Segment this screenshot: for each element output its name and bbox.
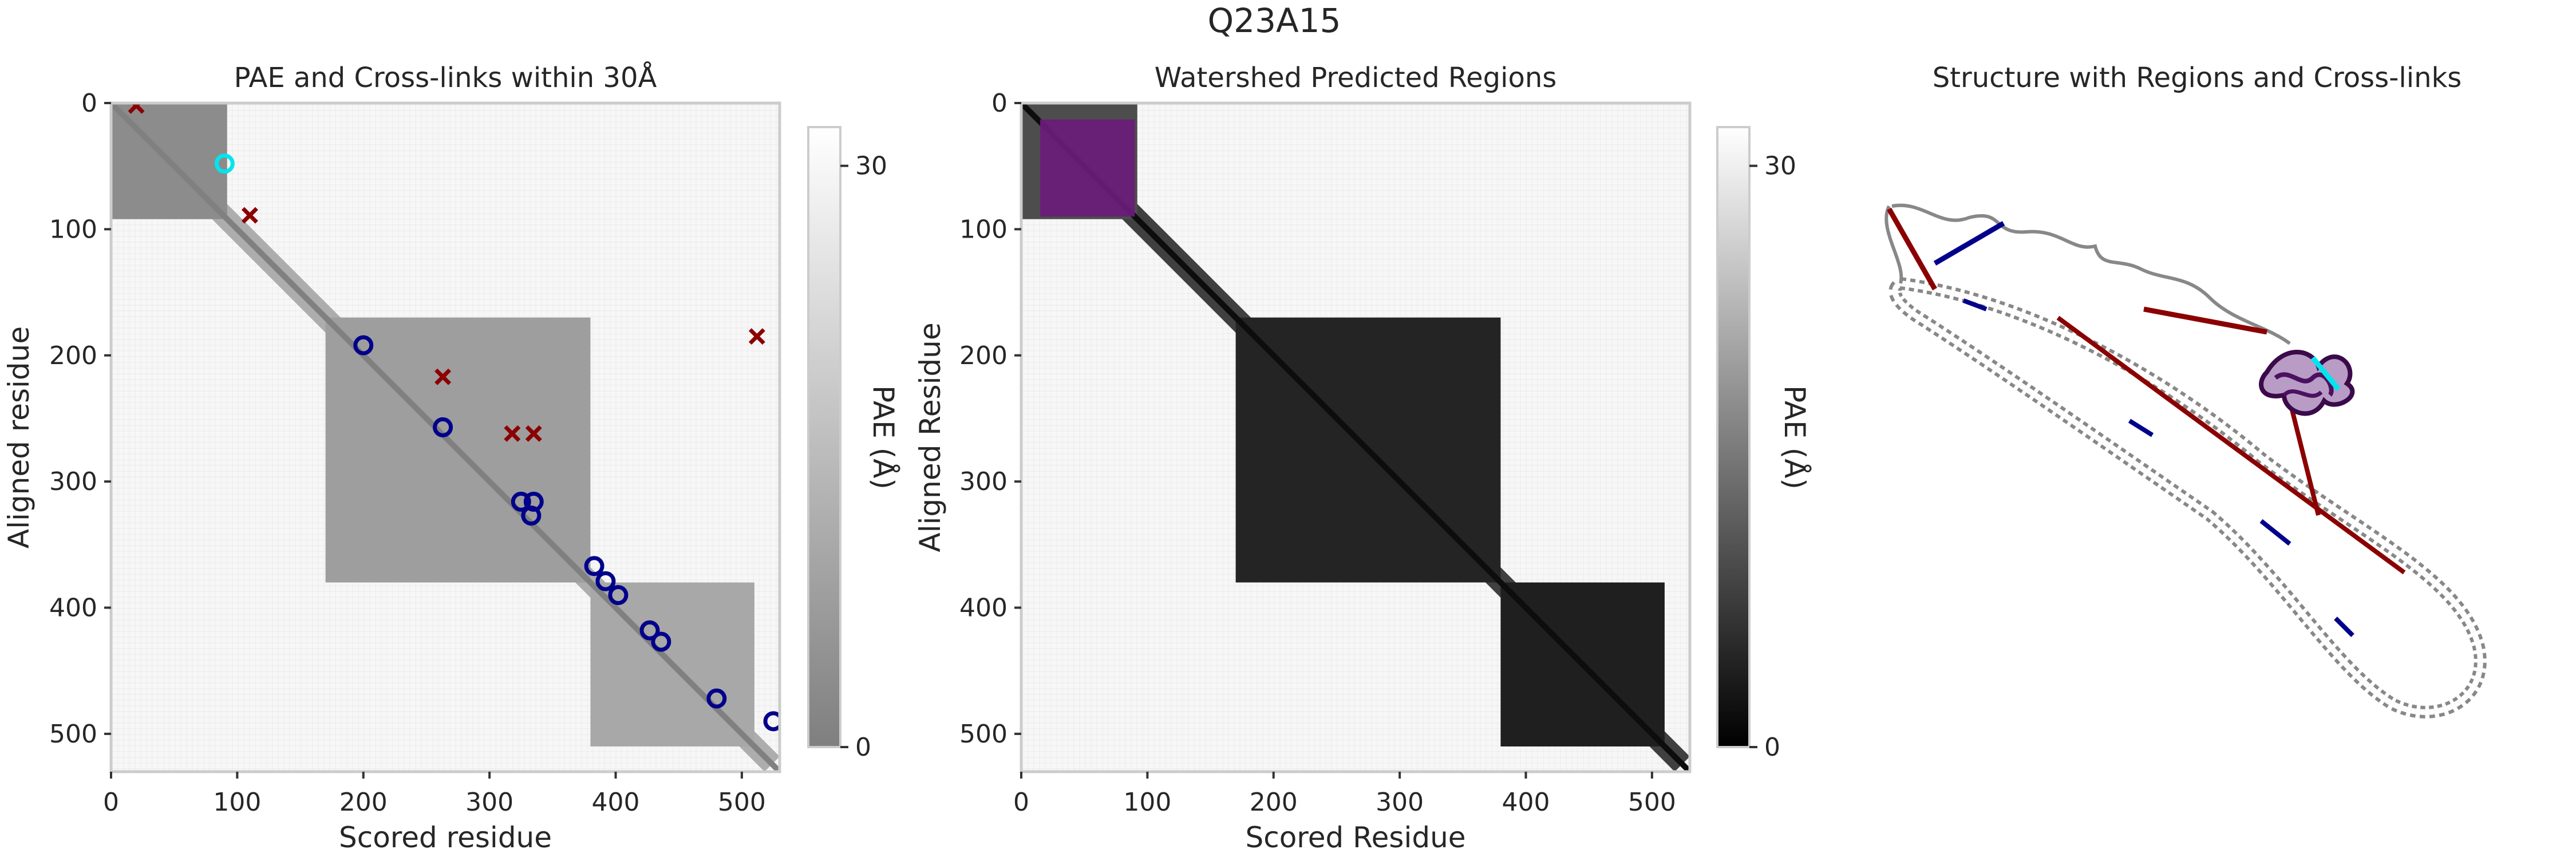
crosslink-highlight (2310, 356, 2341, 391)
pae-colorbar-label: PAE (Å) (867, 385, 900, 489)
crosslink-within-30a (2259, 519, 2291, 546)
heatmap-diagonal (111, 103, 780, 772)
pae-x-ticks: 0 100 200 300 400 500 (103, 772, 766, 817)
pae-crosslink-panel: PAE and Cross-links within 30Å 0 100 200 30… (2, 61, 900, 854)
crosslink-within-marker (584, 556, 605, 576)
y-tick-label: 100 (49, 215, 97, 244)
helix-highlight (1892, 280, 2483, 715)
y-tick-label: 100 (959, 215, 1008, 244)
y-tick-label: 400 (49, 594, 97, 623)
watershed-heatmap (1021, 103, 1690, 772)
watershed-colorbar-gradient (1716, 126, 1751, 748)
colorbar-tick-label: 30 (1764, 152, 1796, 181)
crosslink-within-marker (639, 620, 660, 641)
y-tick-label: 500 (959, 720, 1008, 749)
crosslink-beyond-marker (128, 103, 145, 114)
figure-title: Q23A15 (1208, 1, 1341, 40)
crosslink-within-marker (353, 335, 374, 356)
pae-panel-title: PAE and Cross-links within 30Å (234, 61, 657, 94)
y-tick-label: 200 (959, 341, 1008, 370)
flexible-loop (1891, 203, 2291, 345)
y-tick-label: 300 (49, 467, 97, 496)
y-tick-label: 500 (49, 720, 97, 749)
structure-panel: Structure with Regions and Cross-links (1884, 62, 2487, 718)
crosslink-within-30a (2128, 418, 2154, 437)
x-tick-label: 0 (1013, 788, 1029, 817)
crosslink-within-marker (433, 417, 453, 437)
crosslink-markers (128, 103, 780, 732)
crosslink-within-marker (651, 631, 671, 652)
pae-y-ticks: 0 100 200 300 400 500 (49, 89, 111, 749)
watershed-y-ticks: 0 100 200 300 400 500 (959, 89, 1021, 749)
watershed-colorbar-label: PAE (Å) (1778, 385, 1811, 489)
n-terminal-loop (1884, 205, 1903, 284)
watershed-panel-title: Watershed Predicted Regions (1155, 62, 1557, 94)
x-tick-label: 200 (1250, 788, 1298, 817)
x-tick-label: 500 (718, 788, 766, 817)
y-tick-label: 0 (81, 89, 97, 118)
colorbar-tick-label: 30 (855, 152, 887, 181)
y-tick-label: 200 (49, 341, 97, 370)
crosslink-beyond-marker (525, 425, 542, 442)
pae-heatmap (111, 103, 780, 772)
pae-colorbar: 0 30 PAE (Å) (807, 126, 900, 762)
crosslink-beyond-30a (2056, 315, 2406, 575)
pae-plot-frame (109, 101, 781, 773)
structure-panel-title: Structure with Regions and Cross-links (1933, 62, 2462, 94)
crosslink-beyond-30a (2143, 306, 2267, 335)
pae-colorbar-gradient (807, 126, 841, 748)
pae-colorbar-ticks: 0 30 (840, 152, 887, 762)
crosslink-within-marker (511, 491, 531, 512)
crosslink-within-30a (2334, 617, 2354, 637)
crosslink-beyond-marker (241, 207, 258, 224)
crosslink-beyond-30a (1887, 207, 1937, 291)
predicted-region-domain (2259, 350, 2355, 416)
x-tick-label: 100 (1123, 788, 1171, 817)
y-tick-label: 0 (991, 89, 1008, 118)
crosslink-within-30a (1933, 221, 2005, 266)
colorbar-tick-label: 0 (1764, 733, 1780, 762)
crosslink-within-30a (1962, 298, 1988, 311)
colorbar-tick-label: 0 (855, 733, 871, 762)
watershed-x-ticks: 0 100 200 300 400 500 (1013, 772, 1676, 817)
y-tick-label: 300 (959, 467, 1008, 496)
watershed-panel: Watershed Predicted Regions 0 100 200 300 40… (914, 62, 1811, 854)
crosslink-beyond-marker (434, 368, 452, 385)
watershed-plot-frame (1020, 101, 1692, 773)
crosslink-beyond-marker (504, 425, 521, 442)
watershed-x-axis-label: Scored Residue (1245, 821, 1465, 854)
x-tick-label: 200 (339, 788, 388, 817)
crosslink-within-marker (521, 505, 542, 526)
pae-y-axis-label: Aligned residue (2, 326, 35, 548)
crosslink-within-marker (608, 584, 629, 605)
watershed-region (1040, 119, 1135, 217)
x-tick-label: 300 (1376, 788, 1424, 817)
x-tick-label: 400 (1502, 788, 1550, 817)
x-tick-label: 0 (103, 788, 119, 817)
x-tick-label: 400 (592, 788, 640, 817)
watershed-colorbar-ticks: 0 30 (1749, 152, 1796, 762)
crosslink-within-marker (706, 688, 727, 709)
watershed-y-axis-label: Aligned Residue (914, 322, 947, 552)
x-tick-label: 500 (1628, 788, 1676, 817)
watershed-colorbar: 0 30 PAE (Å) (1716, 126, 1811, 762)
crosslink-within-marker (763, 711, 780, 732)
x-tick-label: 100 (213, 788, 261, 817)
crosslink-beyond-marker (748, 328, 765, 345)
pae-x-axis-label: Scored residue (339, 821, 552, 854)
crosslink-highlight-marker (214, 153, 235, 174)
y-tick-label: 400 (959, 594, 1008, 623)
x-tick-label: 300 (465, 788, 513, 817)
protein-structure-illustration (1884, 203, 2487, 718)
crosslink-within-marker (595, 571, 616, 591)
